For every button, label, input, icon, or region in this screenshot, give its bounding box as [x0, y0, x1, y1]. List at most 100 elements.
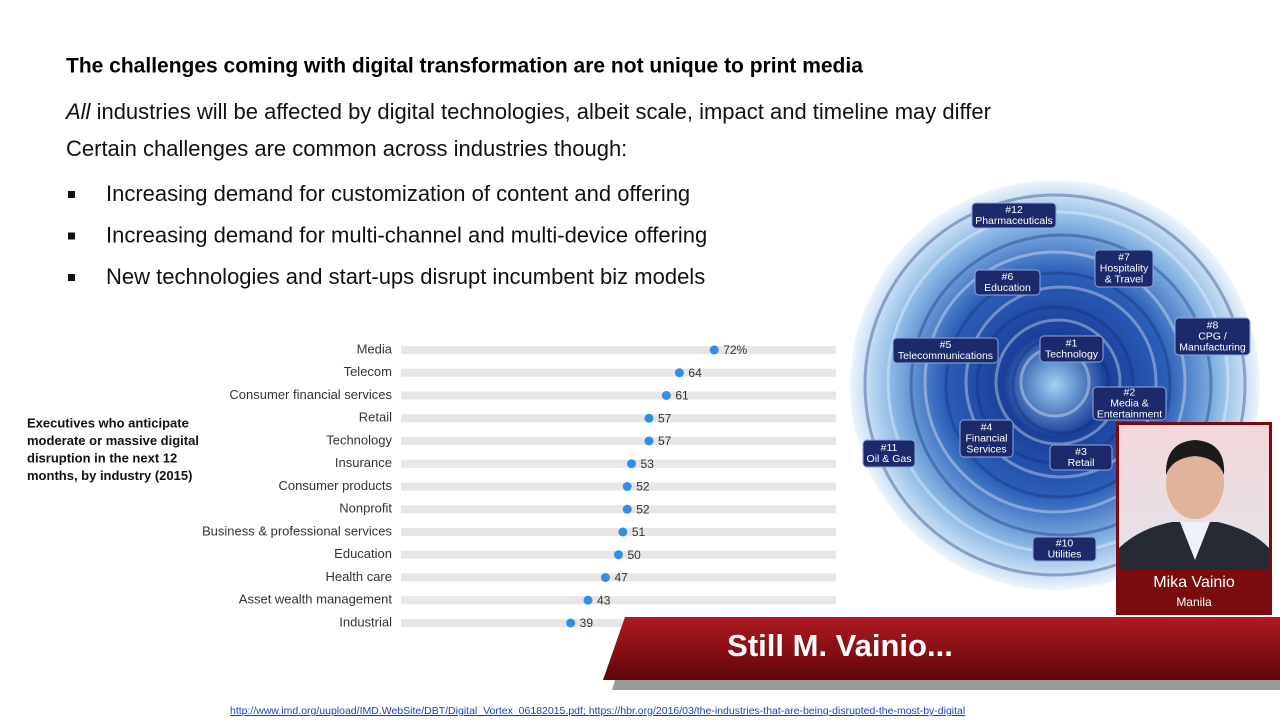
category-label: Industrial [339, 614, 392, 629]
value-label: 57 [658, 411, 672, 425]
dot [644, 413, 654, 423]
vortex-industry: Entertainment [1097, 408, 1162, 420]
presenter-box: Mika Vainio Manila [1116, 422, 1272, 615]
vortex-node [892, 337, 999, 364]
source-link[interactable]: http://www.imd.org/uupload/IMD.WebSite/D… [230, 705, 583, 717]
track [401, 596, 836, 605]
value-label: 52 [636, 480, 650, 494]
vortex-rank: #4 [981, 421, 993, 433]
vortex-industry: Retail [1068, 457, 1095, 469]
dot [566, 618, 576, 628]
track [401, 437, 836, 445]
vortex-node [1032, 536, 1097, 562]
track [401, 368, 836, 377]
slide-title: The challenges coming with digital trans… [66, 55, 863, 78]
bullet-marker [68, 274, 75, 281]
track [401, 391, 836, 400]
value-label: 50 [628, 548, 642, 562]
track [401, 346, 836, 354]
category-label: Media [357, 341, 393, 356]
value-label: 64 [688, 366, 702, 380]
vortex-industry: Financial [965, 432, 1007, 444]
vortex-ring [909, 233, 1213, 537]
bullet-text: Increasing demand for customization of c… [106, 181, 690, 206]
vortex-node [862, 439, 916, 468]
vortex-industry: Oil & Gas [867, 453, 912, 465]
bullet-marker [68, 191, 75, 198]
dot [709, 345, 719, 355]
vortex-rank: #3 [1075, 446, 1087, 458]
vortex-rank: #2 [1124, 386, 1136, 398]
dot [600, 573, 610, 582]
value-label: 39 [580, 616, 594, 630]
chart-title: Executives who anticipate [27, 415, 189, 430]
bullet-list: Increasing demand for customization of c… [68, 181, 707, 289]
vortex-ring [964, 285, 1158, 479]
bullet-text: New technologies and start-ups disrupt i… [106, 264, 705, 289]
chart-title: moderate or massive digital [27, 433, 199, 448]
chart-title: disruption in the next 12 [27, 450, 177, 465]
track [401, 482, 836, 491]
value-label: 51 [632, 525, 646, 539]
category-label: Technology [326, 432, 392, 447]
track [401, 505, 836, 514]
category-label: Asset wealth management [239, 592, 393, 607]
category-label: Health care [326, 569, 392, 584]
vortex-ring [923, 250, 1187, 514]
presenter-shirt [1180, 522, 1210, 560]
intro-line: Certain challenges are common across ind… [66, 136, 627, 161]
dot [674, 368, 684, 378]
vortex-industry: Media & [1110, 397, 1149, 409]
vortex-node [1092, 386, 1167, 421]
track [401, 414, 836, 423]
value-label: 53 [641, 457, 655, 471]
vortex-node [974, 269, 1041, 296]
vortex-rank: #12 [1005, 204, 1023, 216]
vortex-industry: Utilities [1048, 548, 1082, 560]
intro-emphasis: All [64, 99, 92, 124]
vortex-node [1174, 317, 1251, 356]
dot [583, 595, 593, 605]
dot [622, 482, 632, 491]
intro-text: industries will be affected by digital t… [90, 99, 990, 124]
category-label: Retail [359, 410, 392, 425]
vortex-industry: Technology [1045, 348, 1099, 360]
vortex-node [1039, 335, 1104, 363]
vortex-rank: #8 [1207, 319, 1219, 331]
intro-line: All industries will be affected by digit… [64, 99, 991, 124]
footer-links: http://www.imd.org/uupload/IMD.WebSite/D… [230, 705, 965, 717]
presenter-hair [1165, 440, 1225, 475]
vortex-industry: & Travel [1105, 273, 1144, 285]
track [401, 619, 836, 627]
vortex-industry: Education [984, 282, 1031, 294]
vortex-industry: Telecommunications [898, 350, 993, 362]
banner-shadow [612, 680, 1280, 690]
vortex-industry: CPG / [1198, 330, 1227, 342]
category-label: Telecom [344, 364, 392, 379]
dot [614, 550, 623, 560]
bullet-text: Increasing demand for multi-channel and … [106, 222, 707, 247]
vortex-node [959, 419, 1014, 458]
dot [622, 504, 632, 514]
vortex-rank: #10 [1056, 537, 1074, 549]
source-link[interactable]: https://hbr.org/2016/03/the-industries-t… [589, 705, 965, 717]
vortex-rank: #11 [881, 442, 898, 454]
vortex-rank: #6 [1002, 271, 1014, 283]
value-label: 61 [675, 389, 689, 403]
lower-third: Still M. Vainio... [603, 617, 1280, 690]
category-label: Education [334, 546, 392, 561]
category-label: Insurance [335, 455, 392, 470]
vortex-ring [994, 318, 1122, 446]
vortex-ring [944, 271, 1172, 499]
value-label: 72% [723, 343, 747, 357]
category-label: Business & professional services [202, 523, 393, 538]
link-separator: ; [583, 705, 589, 717]
vortex-industry: Hospitality [1100, 262, 1149, 274]
category-label: Consumer products [279, 478, 393, 493]
vortex-rank: #1 [1066, 337, 1078, 349]
category-label: Nonprofit [339, 501, 392, 516]
presenter-location: Manila [1176, 595, 1212, 609]
dot [644, 436, 654, 446]
